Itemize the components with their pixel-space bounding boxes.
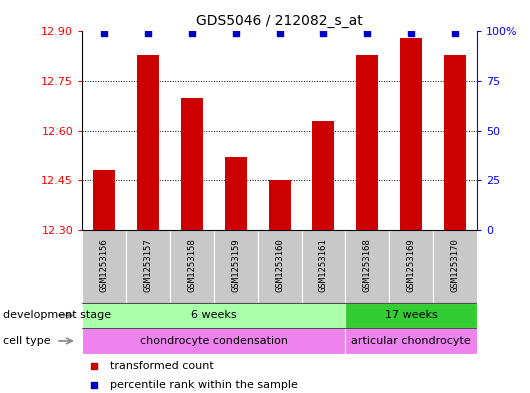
Bar [400, 38, 422, 230]
Text: cell type: cell type [3, 336, 50, 346]
Point [319, 30, 328, 37]
Point [100, 30, 108, 37]
Bar [269, 180, 290, 230]
Bar [93, 171, 115, 230]
Bar [433, 230, 477, 303]
Point [407, 30, 416, 37]
Text: articular chondrocyte: articular chondrocyte [351, 336, 471, 346]
Text: GSM1253157: GSM1253157 [144, 238, 153, 292]
Bar [82, 303, 346, 328]
Bar [346, 303, 477, 328]
Title: GDS5046 / 212082_s_at: GDS5046 / 212082_s_at [196, 14, 363, 28]
Bar [126, 230, 170, 303]
Point [188, 30, 196, 37]
Bar [346, 328, 477, 354]
Text: GSM1253161: GSM1253161 [319, 238, 328, 292]
Text: development stage: development stage [3, 310, 111, 320]
Text: GSM1253156: GSM1253156 [100, 238, 109, 292]
Text: GSM1253158: GSM1253158 [187, 238, 196, 292]
Point [90, 363, 98, 369]
Point [363, 30, 372, 37]
Bar [313, 121, 334, 230]
Text: chondrocyte condensation: chondrocyte condensation [140, 336, 288, 346]
Point [276, 30, 284, 37]
Bar [225, 157, 246, 230]
Text: percentile rank within the sample: percentile rank within the sample [110, 380, 298, 390]
Bar [258, 230, 302, 303]
Point [451, 30, 460, 37]
Point [144, 30, 152, 37]
Text: transformed count: transformed count [110, 361, 214, 371]
Bar [346, 230, 389, 303]
Bar [170, 230, 214, 303]
Text: GSM1253170: GSM1253170 [450, 238, 460, 292]
Bar [444, 55, 466, 230]
Bar [389, 230, 433, 303]
Bar [137, 55, 159, 230]
Bar [82, 328, 346, 354]
Text: GSM1253159: GSM1253159 [231, 238, 240, 292]
Bar [82, 230, 126, 303]
Bar [356, 55, 378, 230]
Text: GSM1253169: GSM1253169 [407, 238, 416, 292]
Bar [302, 230, 346, 303]
Point [232, 30, 240, 37]
Point [90, 382, 98, 388]
Bar [181, 97, 203, 230]
Text: GSM1253168: GSM1253168 [363, 238, 372, 292]
Text: 17 weeks: 17 weeks [385, 310, 438, 320]
Text: 6 weeks: 6 weeks [191, 310, 236, 320]
Text: GSM1253160: GSM1253160 [275, 238, 284, 292]
Bar [214, 230, 258, 303]
